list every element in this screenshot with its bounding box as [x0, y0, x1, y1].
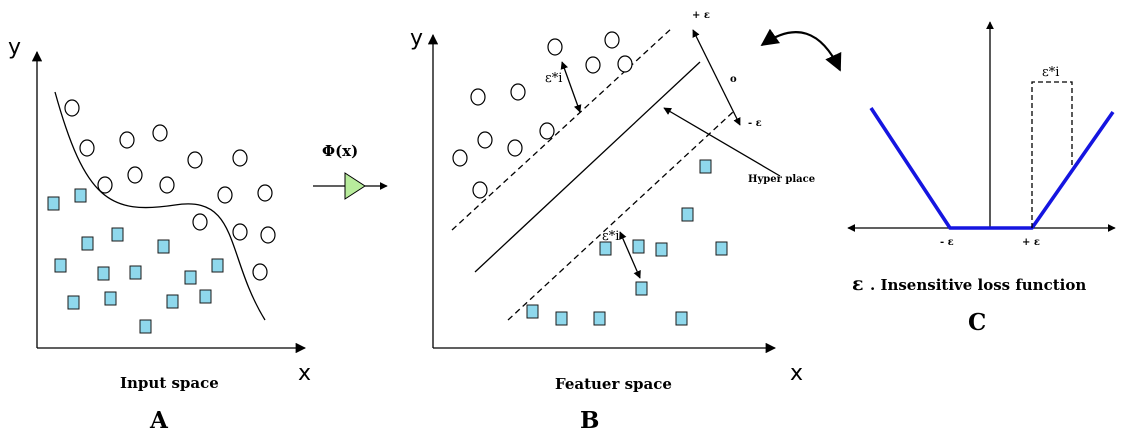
panel-a-circle [159, 176, 175, 194]
mapping-triangle-icon [344, 172, 366, 200]
panel-a-square [67, 295, 80, 310]
panel-b-caption: Featuer space [555, 375, 672, 393]
panel-a-square [139, 319, 152, 334]
panel-b-square [655, 242, 668, 257]
panel-b-square [526, 304, 539, 319]
panel-a-letter: A [149, 407, 169, 434]
panel-a-square [166, 294, 179, 309]
panel-c-slack-label: ε*i [1042, 65, 1059, 80]
plus-epsilon-label: + ε [692, 10, 710, 21]
panel-b-square [675, 311, 688, 326]
panel-a-circle [192, 213, 208, 231]
panel-a-x-label: x [298, 361, 311, 386]
panel-a-circle [260, 226, 276, 244]
panel-a-square [47, 196, 60, 211]
panel-a-y-label: y [8, 35, 21, 60]
panel-a-circle [232, 149, 248, 167]
panel-c-title-epsilon: ε [852, 273, 864, 295]
panel-b-x-label: x [790, 361, 803, 386]
minus-epsilon-label: - ε [748, 118, 762, 129]
panel-b-circle [507, 139, 523, 157]
phi-label: Φ(x) [322, 142, 358, 160]
hyperplane-pointer [663, 107, 781, 177]
zero-label: o [730, 74, 737, 85]
panel-a-square [184, 270, 197, 285]
panel-b-square [681, 207, 694, 222]
panel-b-letter: B [580, 407, 599, 434]
panel-b-square [599, 241, 612, 256]
panel-a-square [97, 266, 110, 281]
panel-b-circle [585, 56, 601, 74]
panel-b-y-label: y [410, 26, 423, 51]
panel-b-square [715, 241, 728, 256]
panel-a-circle [252, 263, 268, 281]
panel-a: y x [8, 35, 311, 434]
panel-c: ε*i - ε + ε ε . Insensitive loss functio… [847, 21, 1116, 336]
panel-a-circle [187, 151, 203, 169]
lower-slack-label: ε*i [602, 229, 619, 244]
panel-c-minus-epsilon: - ε [940, 237, 954, 248]
panel-a-square [211, 258, 224, 273]
panel-b: y x + ε o - ε Hyper place ε*i ε*i [410, 10, 815, 434]
slack-bracket [1031, 81, 1073, 228]
panel-a-circles [64, 99, 276, 281]
hyperplane-label: Hyper place [748, 174, 815, 185]
panel-b-square [635, 281, 648, 296]
panel-b-circle [604, 31, 620, 49]
panel-a-circle [152, 124, 168, 142]
panel-a-circle [232, 223, 248, 241]
panel-a-square [129, 265, 142, 280]
panel-a-circle [127, 166, 143, 184]
panel-a-square [157, 239, 170, 254]
panel-b-square [593, 311, 606, 326]
curved-double-arrow [760, 28, 842, 72]
panel-b-square [632, 239, 645, 254]
panel-b-circles [452, 31, 633, 199]
hyperplane-line [474, 61, 701, 273]
panel-a-square [74, 188, 87, 203]
panel-a-caption: Input space [120, 374, 219, 392]
panel-b-circle [510, 83, 526, 101]
panel-a-squares [47, 188, 224, 334]
panel-a-square [104, 291, 117, 306]
panel-b-circle [617, 55, 633, 73]
panel-a-square [111, 227, 124, 242]
panel-a-separating-curve [54, 91, 266, 321]
lower-slack-arrow [619, 231, 641, 279]
upper-slack-label: ε*i [545, 71, 562, 86]
panel-a-circle [79, 139, 95, 157]
panel-b-squares [526, 159, 728, 326]
panel-b-circle [472, 181, 488, 199]
panel-b-circle [539, 122, 555, 140]
panel-b-square [555, 311, 568, 326]
upper-margin-line [451, 27, 673, 231]
panel-b-circle [452, 149, 468, 167]
panel-a-circle [64, 99, 80, 117]
upper-slack-arrow [560, 61, 582, 113]
lower-margin-line [507, 111, 734, 321]
panel-a-square [199, 289, 212, 304]
panel-c-letter: C [968, 309, 986, 336]
panel-a-square [54, 258, 67, 273]
panel-a-circle [119, 131, 135, 149]
panel-c-plus-epsilon: + ε [1022, 237, 1040, 248]
mapping-operator: Φ(x) [313, 142, 388, 200]
panel-b-square [699, 159, 712, 174]
panel-c-title: . Insensitive loss function [870, 276, 1086, 294]
panel-b-circle [547, 38, 563, 56]
panel-b-circle [470, 88, 486, 106]
panel-a-circle [257, 184, 273, 202]
epsilon-tube-arrow [692, 29, 741, 126]
panel-a-circle [217, 186, 233, 204]
panel-b-circle [477, 131, 493, 149]
panel-a-circle [97, 176, 113, 194]
loss-function-line [869, 107, 1115, 230]
panel-a-square [81, 236, 94, 251]
